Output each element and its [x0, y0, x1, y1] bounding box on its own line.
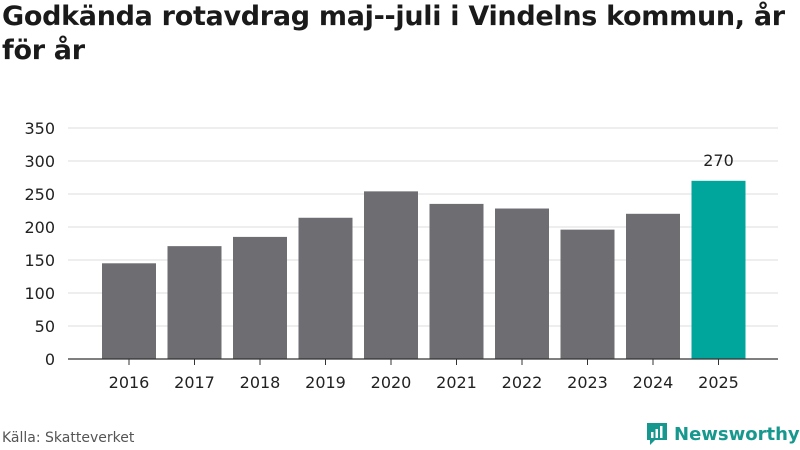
y-tick-label: 200 — [24, 218, 55, 237]
bar — [691, 180, 746, 359]
y-tick-label: 150 — [24, 251, 55, 270]
data-label: 270 — [703, 151, 734, 170]
y-tick-label: 0 — [45, 350, 55, 369]
source-note: Källa: Skatteverket — [2, 430, 135, 446]
bar — [495, 208, 549, 359]
x-tick-label: 2016 — [109, 373, 150, 392]
x-tick-label: 2024 — [633, 373, 674, 392]
y-tick-label: 50 — [35, 317, 55, 336]
x-tick-label: 2023 — [567, 373, 608, 392]
brand-logo: Newsworthy — [645, 421, 800, 447]
bar — [364, 191, 418, 359]
y-tick-label: 250 — [24, 185, 55, 204]
x-tick-label: 2018 — [240, 373, 281, 392]
chart-title: Godkända rotavdrag maj--juli i Vindelns … — [2, 1, 785, 66]
bar — [626, 213, 680, 359]
y-tick-label: 350 — [24, 119, 55, 138]
bar — [233, 236, 287, 359]
bar — [429, 203, 484, 359]
bar — [102, 263, 156, 359]
bar — [298, 217, 353, 359]
x-tick-label: 2019 — [305, 373, 346, 392]
y-tick-label: 300 — [24, 152, 55, 171]
x-tick-label: 2022 — [502, 373, 543, 392]
brand-name: Newsworthy — [674, 423, 800, 445]
bar — [560, 229, 615, 359]
x-tick-label: 2017 — [174, 373, 215, 392]
bar — [167, 246, 222, 359]
newsworthy-logo-icon — [647, 423, 667, 445]
y-tick-label: 100 — [24, 284, 55, 303]
x-tick-label: 2021 — [436, 373, 477, 392]
x-tick-label: 2025 — [698, 373, 739, 392]
x-tick-label: 2020 — [371, 373, 412, 392]
